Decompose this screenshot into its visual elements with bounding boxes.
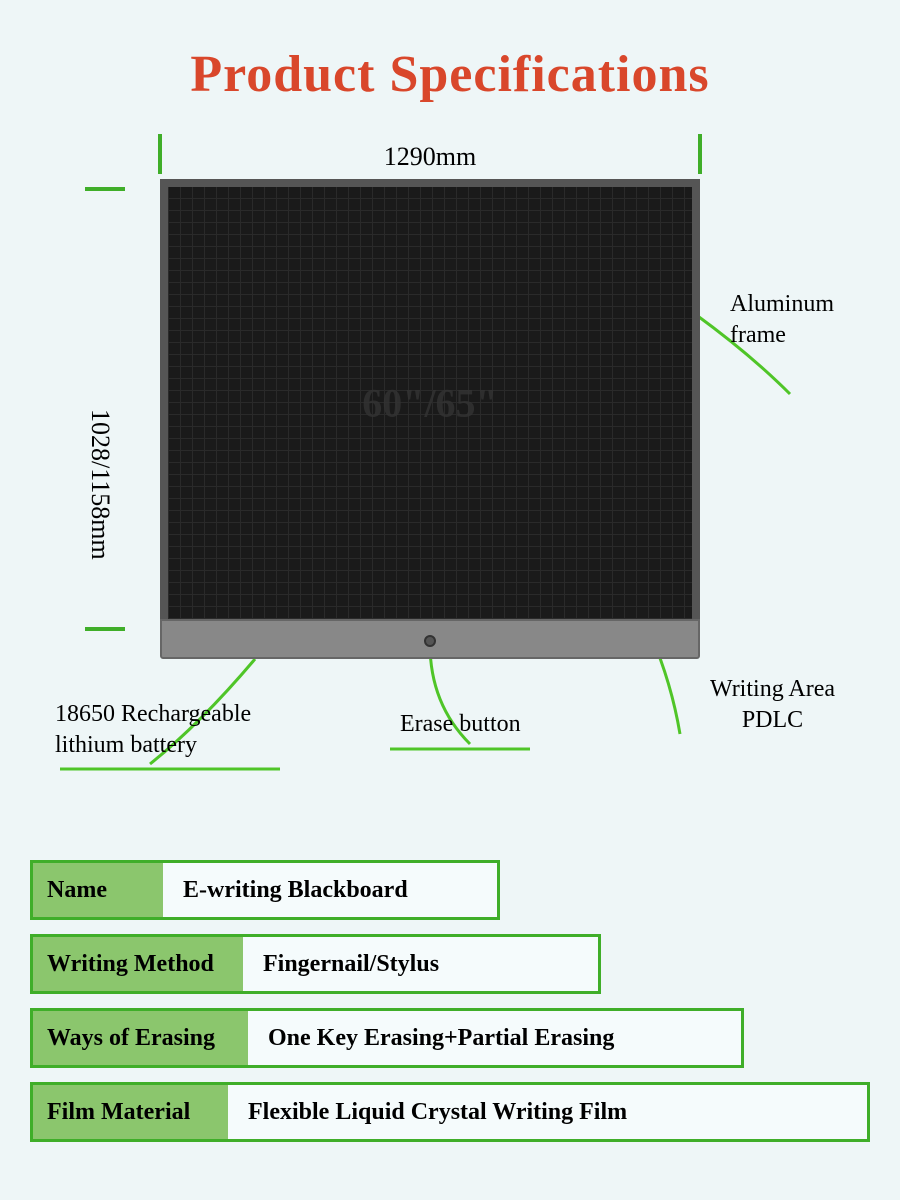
spec-value: E-writing Blackboard <box>163 863 497 917</box>
spec-label: Name <box>33 863 163 917</box>
callout-aluminum-frame: Aluminum frame <box>730 289 834 351</box>
callout-battery: 18650 Rechargeable lithium battery <box>55 699 251 761</box>
callout-writing-area: Writing Area PDLC <box>710 674 835 736</box>
page-title: Product Specifications <box>0 0 900 104</box>
spec-label: Ways of Erasing <box>33 1011 248 1065</box>
product-diagram: 1290mm 1028/1158mm 60"/65" Aluminum fram… <box>0 104 900 804</box>
blackboard-base <box>160 619 700 659</box>
height-label: 1028/1158mm <box>85 409 115 560</box>
spec-row-writing-method: Writing Method Fingernail/Stylus <box>30 934 601 994</box>
blackboard-screen: 60"/65" <box>160 179 700 619</box>
spec-value: Fingernail/Stylus <box>243 937 598 991</box>
callout-text: Aluminum frame <box>730 291 834 348</box>
spec-row-name: Name E-writing Blackboard <box>30 860 500 920</box>
erase-button-icon <box>424 635 436 647</box>
width-dimension: 1290mm <box>160 134 700 174</box>
height-dimension: 1028/1158mm <box>90 189 130 629</box>
spec-row-erasing: Ways of Erasing One Key Erasing+Partial … <box>30 1008 744 1068</box>
spec-value: Flexible Liquid Crystal Writing Film <box>228 1085 867 1139</box>
blackboard-product: 60"/65" <box>160 179 700 659</box>
spec-label: Film Material <box>33 1085 228 1139</box>
width-label: 1290mm <box>384 142 476 172</box>
callout-erase-button: Erase button <box>400 709 521 740</box>
spec-label: Writing Method <box>33 937 243 991</box>
spec-table: Name E-writing Blackboard Writing Method… <box>30 860 870 1156</box>
spec-value: One Key Erasing+Partial Erasing <box>248 1011 741 1065</box>
diagonal-size-label: 60"/65" <box>362 380 498 427</box>
callout-text: 18650 Rechargeable lithium battery <box>55 701 251 758</box>
callout-text: Writing Area PDLC <box>710 676 835 733</box>
callout-text: Erase button <box>400 711 521 737</box>
spec-row-film: Film Material Flexible Liquid Crystal Wr… <box>30 1082 870 1142</box>
